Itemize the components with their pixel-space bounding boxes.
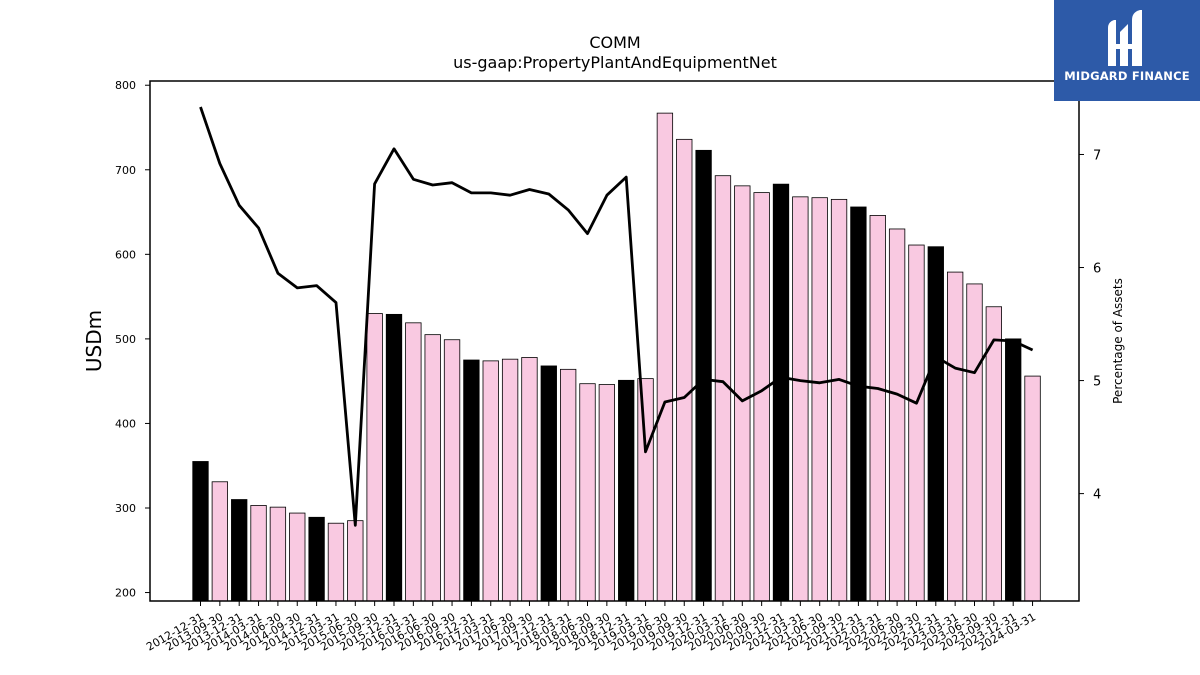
bar-2015-03-31 [327, 522, 345, 602]
y-tick-label: 600 [115, 248, 136, 261]
bar-2021-09-30 [830, 198, 848, 602]
left-axis-ticks: 200 300 400 500 600 700 800 [115, 79, 150, 600]
brand-logo: MIDGARD FINANCE [1054, 0, 1200, 101]
bar-2020-06-30 [734, 185, 751, 602]
bar-2023-12-31 [1005, 338, 1022, 602]
bar-2014-12-31 [308, 516, 325, 602]
line-series [199, 106, 1034, 527]
bar-2016-03-31 [405, 322, 422, 602]
bar-2013-12-31 [231, 499, 248, 602]
bar-2019-12-31 [695, 149, 712, 602]
y-tick-label: 300 [115, 502, 136, 515]
bar-2019-09-30 [676, 138, 693, 602]
bar-2020-09-30 [753, 192, 770, 602]
bar-2017-09-30 [521, 357, 538, 602]
bar-2023-03-31 [947, 271, 964, 602]
y-tick-label: 200 [115, 587, 136, 600]
x-axis-ticks: 2012-12-312013-09-302013-12-312014-03-31… [144, 601, 1038, 654]
right-axis-ticks: 4 5 6 7 [1079, 148, 1101, 503]
plot-frame [149, 80, 1080, 602]
bar-2022-12-31 [927, 246, 944, 602]
bar-2019-03-31 [637, 378, 654, 602]
y2-tick-label: 6 [1093, 262, 1101, 277]
y-tick-label: 400 [115, 417, 136, 430]
bar-2016-06-30 [424, 334, 441, 602]
bar-2022-06-30 [888, 228, 906, 602]
bar-2015-12-31 [385, 313, 403, 602]
bar-2024-03-31 [1024, 375, 1041, 602]
y-tick-label: 800 [115, 79, 136, 92]
bar-2014-03-31 [250, 505, 267, 602]
bar-2017-03-31 [482, 360, 499, 602]
bar-2022-03-31 [869, 215, 886, 602]
bar-2014-06-30 [269, 506, 287, 602]
bar-2018-12-31 [618, 379, 635, 602]
y2-tick-label: 7 [1093, 148, 1101, 163]
bar-2019-06-30 [656, 112, 674, 602]
y-tick-label: 700 [115, 164, 136, 177]
chart-subtitle: us-gaap:PropertyPlantAndEquipmentNet [453, 53, 777, 72]
percentage-line [199, 106, 1034, 527]
bar-2021-03-31 [792, 196, 809, 602]
bar-2022-09-30 [908, 244, 925, 602]
bar-series [192, 112, 1041, 602]
bar-2018-09-30 [598, 384, 615, 602]
bar-2015-06-30 [347, 520, 364, 602]
bar-2021-12-31 [850, 206, 867, 602]
bar-2016-12-31 [463, 359, 480, 602]
y2-tick-label: 5 [1093, 375, 1101, 390]
chart-title: COMM [589, 33, 640, 52]
brand-name: MIDGARD FINANCE [1064, 69, 1190, 83]
bar-2014-09-30 [289, 512, 306, 602]
bar-2015-09-30 [366, 313, 383, 602]
bar-2018-06-30 [579, 383, 596, 602]
y2-axis-label: Percentage of Assets [1111, 278, 1125, 404]
bar-2018-03-31 [560, 368, 577, 602]
y2-tick-label: 4 [1093, 488, 1101, 503]
y-tick-label: 500 [115, 333, 136, 346]
y-axis-label: USDm [82, 310, 106, 372]
bar-2021-06-30 [811, 197, 828, 602]
bar-2023-06-30 [966, 283, 983, 602]
midgard-logo-icon [1108, 10, 1142, 66]
bar-2012-12-31 [192, 461, 209, 602]
bar-2016-09-30 [443, 339, 461, 602]
bar-2017-06-30 [501, 358, 519, 602]
bar-2020-12-31 [772, 183, 790, 602]
bar-2017-12-31 [540, 365, 557, 602]
bar-2013-09-30 [211, 481, 229, 602]
